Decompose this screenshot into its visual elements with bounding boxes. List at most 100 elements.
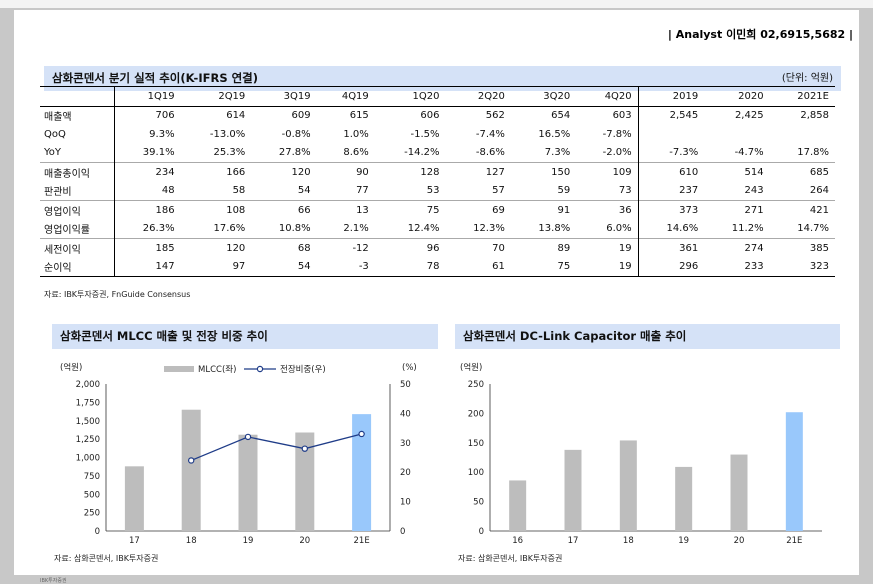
footer-logo: IBK투자증권 [40,578,67,584]
table-cell: 89 [510,238,577,258]
table-cell: 54 [297,185,311,197]
table-cell: 19 [576,257,639,277]
table-cell: 17.8% [797,147,829,159]
column-header: 3Q20 [510,86,577,107]
chart2-title: 삼화콘덴서 DC-Link Capacitor 매출 추이 [463,329,687,343]
y-tick-label: 2,000 [76,380,100,390]
table-row: 세전이익 185 120 68 -12 96 70 89 19 361 274 385 [40,238,835,258]
table-cell: 13 [316,200,375,220]
x-tick-label: 20 [299,536,310,546]
row-label: 영업이익 [40,200,115,220]
table-cell: 296 [637,257,705,277]
table-cell: 185 [113,238,181,258]
table-cell: 68 [251,238,317,258]
y2-axis-label: (%) [402,363,417,373]
table-row: 영업이익 186 108 66 13 75 69 91 36 373 271 421 [40,200,835,220]
table-unit: (단위: 억원) [781,73,833,84]
table-cell: 48 [113,181,181,201]
table-row: 매출액 706 614 609 615 606 562 654 603 2,545 2,425 2,8… [40,106,835,125]
column-header: 1Q19 [113,86,181,107]
table-cell: 25.3% [213,147,246,159]
table-cell: 421 [769,200,835,220]
table-cell: 97 [180,257,252,277]
x-tick-label: 20 [734,536,745,546]
table-cell: 6.0% [606,223,632,235]
share-point [358,430,365,438]
table-cell: 36 [576,200,639,220]
table-cell: 39.1% [113,143,181,163]
table-cell: 614 [226,110,246,122]
chart2-source: 자료: 삼화콘덴서, IBK투자증권 [458,554,563,563]
table-cell: 26.3% [113,219,181,239]
table-cell: 14.6% [637,219,705,239]
x-tick-label: 19 [243,536,254,546]
table-cell: -14.2% [404,147,440,159]
table-cell: 53 [426,185,440,197]
table-cell: -4.7% [734,147,764,159]
y-axis-label: (억원) [460,362,482,373]
table-cell: 91 [510,200,577,220]
mlcc-chart: (억원) (%)MLCC(좌) 전장비중(우)02505007501,0001,25… [60,362,417,546]
table-cell: -7.3% [637,143,705,163]
table-cell: 603 [612,110,632,122]
table-cell: -7.8% [602,128,632,140]
table-cell: 2,425 [734,110,764,122]
share-point [301,445,308,452]
table-cell: 120 [251,162,317,182]
table-cell: 66 [251,200,317,220]
analyst-contact: | Analyst 이민희 02,6915,5682 | [667,28,853,41]
table-cell: 271 [704,200,770,220]
y-tick-label: 0 [95,527,100,537]
table-cell: 70 [445,238,511,258]
row-label: 판관비 [44,187,72,199]
table-cell: 7.3% [544,147,571,159]
share-line [190,433,362,462]
chart1-title-bar: 삼화콘덴서 MLCC 매출 및 전장 비중 추이 [52,324,438,349]
table-cell: 10.8% [278,223,311,235]
table-cell: 166 [180,162,252,182]
page-top-edge [0,0,873,8]
table-cell: 237 [637,181,705,201]
y-tick-label: 200 [468,409,484,419]
dc-link-bar [509,480,527,531]
table-cell: 90 [316,162,375,182]
x-tick-label: 17 [568,536,579,546]
table-cell: 61 [445,257,511,277]
y-tick-label: 1,000 [76,454,100,464]
y-axis-label: (억원) [60,362,82,373]
table-cell: 606 [420,110,440,122]
column-header: 2Q20 [445,86,511,107]
table-cell: 2,545 [637,106,705,125]
table-cell: 12.4% [407,223,440,235]
legend-label-mlcc: MLCC(좌) [198,365,236,375]
y2-tick-label: 20 [400,468,411,478]
dc-link-chart: (억원) 0 50 100 150 200 250 16 17 18 19 20 21E [460,362,822,546]
table-cell: 514 [704,162,770,182]
y2-tick-label: 40 [400,409,411,419]
table-cell: 264 [809,185,829,197]
table-cell: 150 [510,162,577,182]
dc-link-bar [675,466,693,531]
x-tick-label: 18 [623,536,634,546]
table-cell: 233 [704,257,770,277]
table-cell: 610 [637,162,705,182]
x-tick-label: 17 [129,536,140,546]
table-cell: 9.3% [113,125,181,144]
dc-link-bar [730,454,748,531]
table-cell: 73 [618,185,632,197]
header-label-cell [40,86,115,107]
column-header: 4Q19 [316,86,375,107]
table-cell [637,125,705,144]
table-cell: 2.1% [343,223,369,235]
table-cell: 16.5% [538,128,571,140]
table-cell: 108 [180,200,252,220]
table-cell [770,125,835,144]
y-tick-label: 500 [84,490,100,500]
table-cell: -13.0% [209,128,246,140]
table-cell: 120 [180,238,252,258]
table-cell: 19 [576,238,639,258]
row-label: 영업이익률 [44,225,90,237]
y2-tick-label: 30 [400,439,411,449]
y-tick-label: 150 [468,439,484,449]
table-cell: 69 [445,200,511,220]
